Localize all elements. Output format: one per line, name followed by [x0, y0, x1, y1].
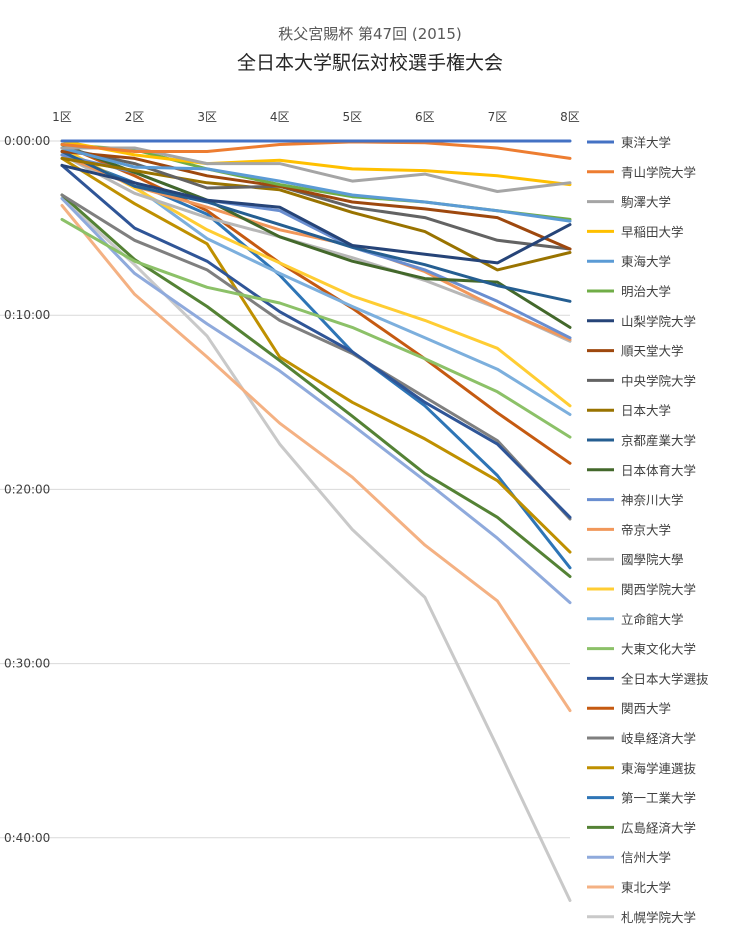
- legend-entry: 関西大学: [587, 701, 671, 716]
- legend-entry: 京都産業大学: [587, 433, 696, 448]
- series-line: [60, 150, 572, 251]
- legend-label: 東海学連選抜: [621, 761, 697, 776]
- y-tick-label: 0:30:00: [4, 657, 50, 671]
- legend-entry: 順天堂大学: [587, 344, 684, 359]
- legend-entry: 信州大学: [587, 850, 671, 865]
- legend-entry: 東海大学: [587, 254, 671, 269]
- legend-entry: 関西学院大学: [587, 582, 696, 597]
- series-line: [60, 204, 572, 713]
- x-tick-label: 1区: [52, 110, 72, 124]
- series-line: [60, 146, 572, 223]
- series-line: [60, 156, 572, 554]
- series-line: [60, 143, 572, 465]
- legend-label: 第一工業大学: [621, 791, 696, 806]
- legend-label: 帝京大学: [621, 522, 671, 537]
- legend-entry: 帝京大学: [587, 522, 671, 537]
- legend-entry: 明治大学: [587, 284, 671, 299]
- legend-label: 東洋大学: [621, 135, 671, 150]
- y-tick-label: 0:40:00: [4, 831, 50, 845]
- legend-label: 日本体育大学: [621, 463, 696, 478]
- series-line: [60, 197, 572, 902]
- legend: 東洋大学青山学院大学駒澤大学早稲田大学東海大学明治大学山梨学院大学順天堂大学中央…: [587, 135, 709, 925]
- legend-label: 札幌学院大学: [621, 910, 696, 925]
- legend-entry: 第一工業大学: [587, 791, 696, 806]
- legend-label: 立命館大学: [621, 612, 684, 627]
- legend-label: 関西大学: [621, 701, 671, 716]
- series-line: [60, 140, 572, 160]
- series-line: [60, 193, 572, 578]
- legend-label: 日本大学: [621, 403, 671, 418]
- gridlines: [0, 140, 570, 839]
- legend-label: 関西学院大学: [621, 582, 696, 597]
- series-line: [60, 146, 572, 408]
- legend-label: 東海大学: [621, 254, 671, 269]
- x-tick-label: 2区: [125, 110, 145, 124]
- legend-entry: 早稲田大学: [587, 224, 684, 239]
- legend-entry: 日本大学: [587, 403, 671, 418]
- legend-entry: 東洋大学: [587, 135, 671, 150]
- legend-entry: 山梨学院大学: [587, 314, 696, 329]
- legend-entry: 大東文化大学: [587, 642, 696, 657]
- series-line: [60, 150, 572, 303]
- series-line: [60, 156, 572, 272]
- legend-entry: 青山学院大学: [587, 165, 696, 180]
- legend-entry: 神奈川大学: [587, 493, 684, 508]
- x-tick-label: 3区: [197, 110, 217, 124]
- series-line: [60, 197, 572, 605]
- legend-label: 明治大学: [621, 284, 671, 299]
- legend-label: 山梨学院大学: [621, 314, 696, 329]
- legend-entry: 岐阜経済大学: [587, 731, 696, 746]
- y-axis-ticks: 0:00:00 0:10:00 0:20:00 0:30:00 0:40:00: [4, 134, 50, 845]
- legend-label: 岐阜経済大学: [621, 731, 696, 746]
- legend-entry: 立命館大学: [587, 612, 684, 627]
- legend-label: 神奈川大学: [621, 493, 684, 508]
- series-line: [60, 163, 572, 519]
- legend-label: 東北大学: [621, 880, 671, 895]
- chart-title: 全日本大学駅伝対校選手権大会: [237, 52, 503, 74]
- legend-label: 早稲田大学: [621, 224, 684, 239]
- legend-label: 全日本大学選抜: [621, 671, 709, 686]
- legend-entry: 札幌学院大学: [587, 910, 696, 925]
- chart-subtitle: 秩父宮賜杯 第47回 (2015): [278, 25, 462, 43]
- x-axis-ticks: 1区 2区 3区 4区 5区 6区 7区 8区: [52, 110, 580, 124]
- y-tick-label: 0:00:00: [4, 134, 50, 148]
- y-tick-label: 0:20:00: [4, 482, 50, 496]
- legend-label: 京都産業大学: [621, 433, 696, 448]
- y-tick-label: 0:10:00: [4, 308, 50, 322]
- legend-label: 広島経済大学: [621, 820, 696, 835]
- legend-entry: 東海学連選抜: [587, 761, 697, 776]
- legend-label: 大東文化大学: [621, 642, 696, 657]
- series-line: [60, 139, 572, 187]
- legend-label: 青山学院大学: [621, 165, 696, 180]
- legend-entry: 日本体育大学: [587, 463, 696, 478]
- series-line: [60, 163, 572, 265]
- series-line: [60, 193, 572, 521]
- legend-entry: 広島経済大学: [587, 820, 696, 835]
- legend-label: 信州大学: [621, 850, 671, 865]
- x-tick-label: 7区: [488, 110, 508, 124]
- legend-entry: 東北大学: [587, 880, 671, 895]
- x-tick-label: 5区: [342, 110, 362, 124]
- legend-entry: 駒澤大学: [587, 195, 671, 210]
- x-tick-label: 6区: [415, 110, 435, 124]
- legend-label: 駒澤大学: [621, 195, 671, 210]
- series-lines: [60, 139, 572, 902]
- series-line: [60, 217, 572, 439]
- x-tick-label: 4区: [270, 110, 290, 124]
- x-tick-label: 8区: [560, 110, 580, 124]
- legend-label: 國學院大學: [621, 552, 684, 567]
- legend-entry: 中央学院大学: [587, 373, 696, 388]
- legend-entry: 全日本大学選抜: [587, 671, 709, 686]
- legend-label: 順天堂大学: [621, 344, 684, 359]
- legend-entry: 國學院大學: [587, 552, 684, 567]
- legend-label: 中央学院大学: [621, 373, 696, 388]
